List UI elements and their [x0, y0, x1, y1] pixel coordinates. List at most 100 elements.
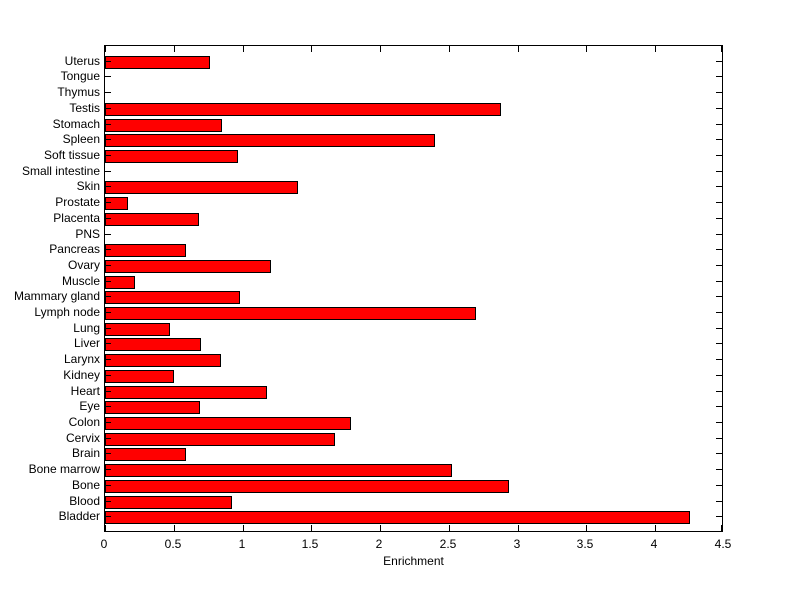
y-tick-label-thymus: Thymus: [57, 85, 100, 99]
y-tick-left: [105, 155, 111, 156]
y-tick-right: [716, 422, 722, 423]
y-tick-label-lung: Lung: [73, 321, 100, 335]
x-tick-top: [721, 46, 722, 52]
x-tick-top: [105, 46, 106, 52]
x-tick-bottom: [243, 525, 244, 531]
x-tick-label-0-5: 0.5: [164, 537, 182, 551]
y-tick-left: [105, 469, 111, 470]
y-tick-right: [716, 92, 722, 93]
y-tick-label-testis: Testis: [69, 101, 100, 115]
y-tick-left: [105, 406, 111, 407]
y-tick-label-liver: Liver: [73, 336, 100, 350]
y-tick-right: [716, 343, 722, 344]
y-tick-left: [105, 249, 111, 250]
y-tick-label-soft-tissue: Soft tissue: [43, 148, 100, 162]
y-tick-label-stomach: Stomach: [52, 117, 100, 131]
y-tick-left: [105, 328, 111, 329]
y-tick-left: [105, 312, 111, 313]
y-tick-left: [105, 76, 111, 77]
x-tick-label-1-5: 1.5: [301, 537, 319, 551]
bar-pancreas: [105, 244, 186, 257]
y-tick-left: [105, 453, 111, 454]
x-tick-label-4-5: 4.5: [714, 537, 732, 551]
y-tick-right: [716, 155, 722, 156]
y-tick-right: [716, 406, 722, 407]
bar-uterus: [105, 56, 210, 69]
y-tick-right: [716, 328, 722, 329]
y-tick-left: [105, 422, 111, 423]
y-tick-right: [716, 469, 722, 470]
y-tick-right: [716, 281, 722, 282]
y-tick-left: [105, 171, 111, 172]
bar-colon: [105, 417, 351, 430]
y-tick-label-placenta: Placenta: [53, 211, 100, 225]
y-tick-label-small-intestine: Small intestine: [21, 164, 100, 178]
bar-stomach: [105, 119, 222, 132]
y-tick-label-ovary: Ovary: [67, 258, 100, 272]
bar-liver: [105, 338, 201, 351]
y-tick-right: [716, 453, 722, 454]
bar-ovary: [105, 260, 271, 273]
x-tick-top: [174, 46, 175, 52]
x-tick-top: [449, 46, 450, 52]
y-tick-label-bone-marrow: Bone marrow: [28, 462, 100, 476]
bar-heart: [105, 386, 267, 399]
y-tick-label-blood: Blood: [69, 494, 100, 508]
bar-spleen: [105, 134, 435, 147]
x-tick-bottom: [655, 525, 656, 531]
y-tick-left: [105, 202, 111, 203]
x-tick-top: [380, 46, 381, 52]
bar-blood: [105, 496, 232, 509]
bar-kidney: [105, 370, 174, 383]
x-tick-label-1: 1: [238, 537, 246, 551]
bar-testis: [105, 103, 501, 116]
y-tick-left: [105, 516, 111, 517]
y-tick-left: [105, 485, 111, 486]
x-tick-top: [586, 46, 587, 52]
bar-mammary-gland: [105, 291, 240, 304]
y-tick-right: [716, 296, 722, 297]
y-tick-left: [105, 501, 111, 502]
y-tick-left: [105, 375, 111, 376]
y-tick-right: [716, 438, 722, 439]
y-tick-right: [716, 312, 722, 313]
x-tick-label-3: 3: [513, 537, 521, 551]
y-tick-label-spleen: Spleen: [62, 132, 100, 146]
x-tick-top: [518, 46, 519, 52]
x-tick-bottom: [380, 525, 381, 531]
y-tick-left: [105, 234, 111, 235]
x-tick-bottom: [311, 525, 312, 531]
bar-skin: [105, 181, 298, 194]
y-tick-right: [716, 485, 722, 486]
y-tick-right: [716, 76, 722, 77]
y-tick-left: [105, 186, 111, 187]
y-tick-right: [716, 359, 722, 360]
y-tick-label-muscle: Muscle: [61, 274, 100, 288]
y-tick-left: [105, 139, 111, 140]
bar-bladder: [105, 511, 690, 524]
y-tick-label-eye: Eye: [79, 399, 100, 413]
y-tick-left: [105, 92, 111, 93]
x-tick-label-3-5: 3.5: [576, 537, 594, 551]
y-tick-right: [716, 202, 722, 203]
y-tick-left: [105, 391, 111, 392]
y-tick-label-lymph-node: Lymph node: [34, 305, 100, 319]
bar-cervix: [105, 433, 335, 446]
plot-area: [104, 45, 723, 532]
y-tick-left: [105, 296, 111, 297]
y-tick-right: [716, 171, 722, 172]
x-tick-bottom: [174, 525, 175, 531]
y-tick-label-brain: Brain: [71, 446, 100, 460]
x-tick-top: [311, 46, 312, 52]
y-tick-right: [716, 375, 722, 376]
bar-soft-tissue: [105, 150, 238, 163]
x-tick-bottom: [586, 525, 587, 531]
y-tick-right: [716, 501, 722, 502]
x-tick-bottom: [105, 525, 106, 531]
y-tick-right: [716, 265, 722, 266]
y-tick-right: [716, 218, 722, 219]
y-tick-label-pancreas: Pancreas: [49, 242, 100, 256]
x-tick-top: [243, 46, 244, 52]
bar-muscle: [105, 276, 135, 289]
